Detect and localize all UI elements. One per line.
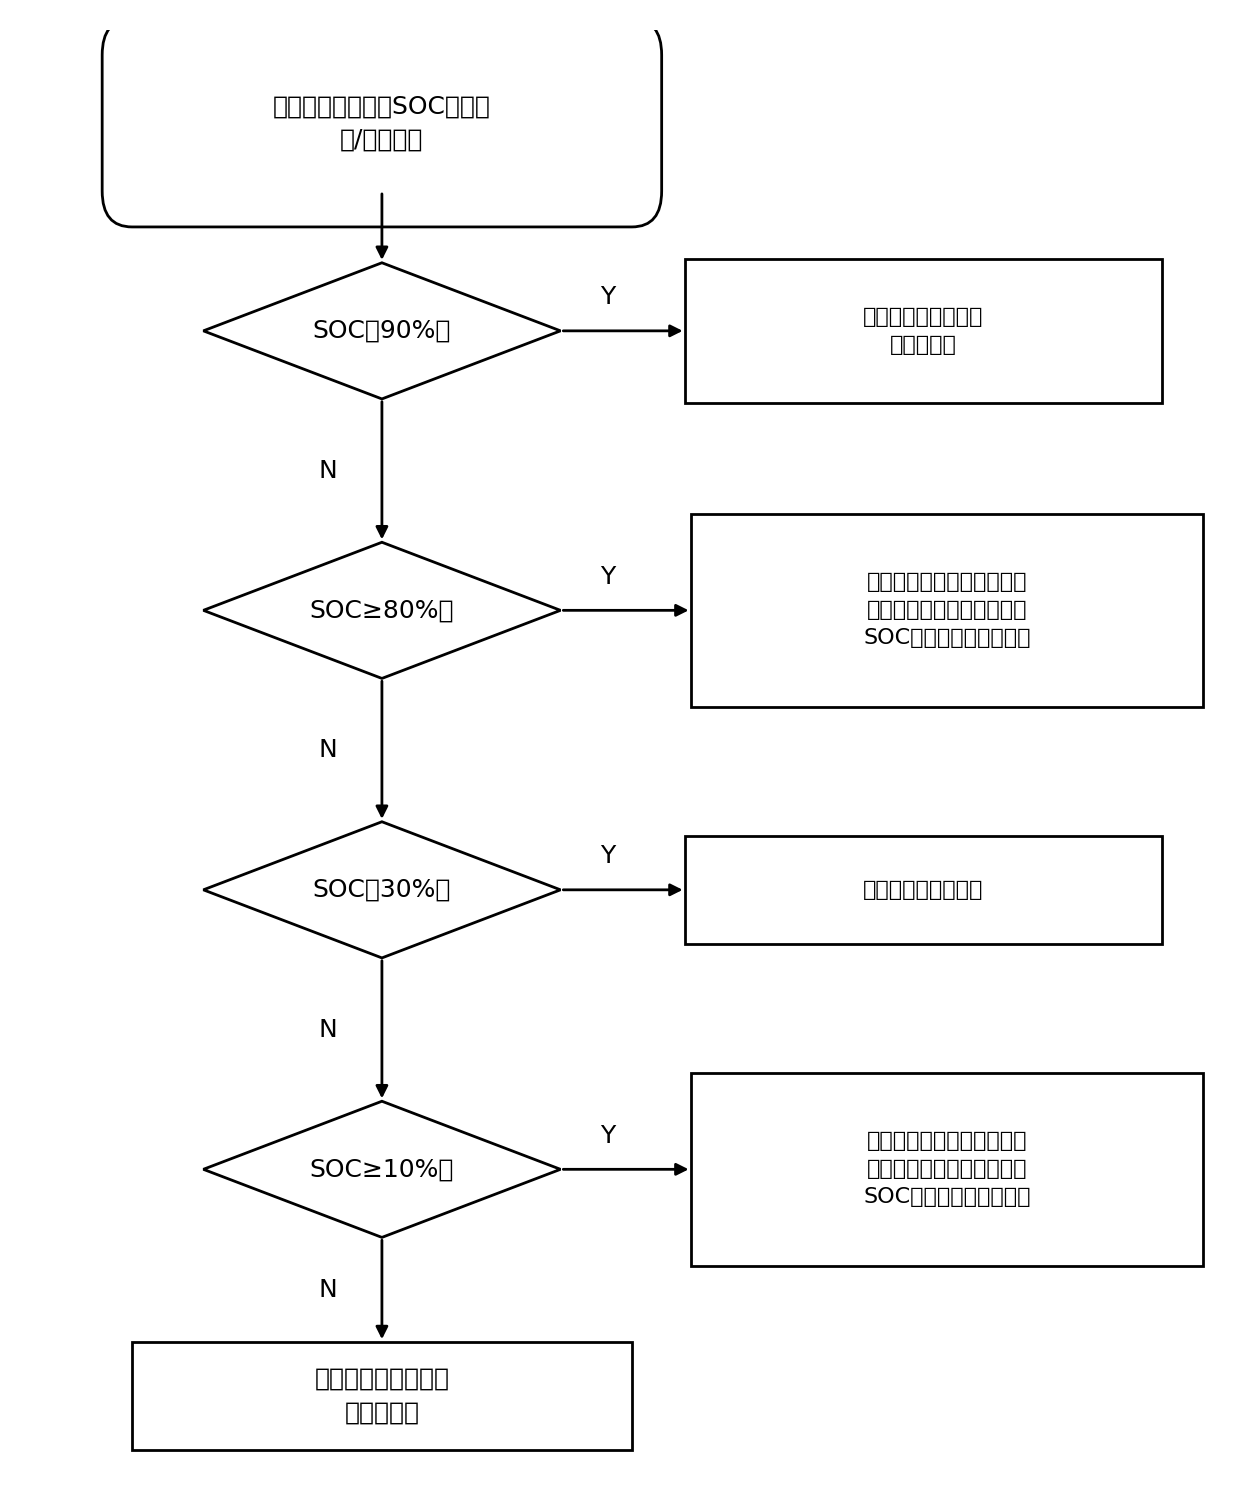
- Bar: [686, 836, 1162, 944]
- Text: N: N: [319, 458, 337, 482]
- Text: Y: Y: [600, 1124, 616, 1148]
- Bar: [692, 1072, 1203, 1266]
- Text: Y: Y: [600, 285, 616, 309]
- Polygon shape: [203, 263, 560, 399]
- Text: SOC≥80%？: SOC≥80%？: [310, 599, 454, 623]
- Text: 电子控制单元发出停
止充电指令: 电子控制单元发出停 止充电指令: [863, 308, 983, 355]
- Text: SOC＞30%？: SOC＞30%？: [312, 878, 451, 902]
- Bar: [686, 260, 1162, 403]
- Text: 电子控制单元根据SOC值控制
充/放电功率: 电子控制单元根据SOC值控制 充/放电功率: [273, 94, 491, 152]
- Text: Y: Y: [600, 564, 616, 588]
- Text: N: N: [319, 1278, 337, 1302]
- Text: N: N: [319, 1018, 337, 1042]
- FancyBboxPatch shape: [102, 19, 662, 227]
- Polygon shape: [203, 1102, 560, 1238]
- Text: SOC≥10%？: SOC≥10%？: [310, 1157, 454, 1181]
- Text: SOC＞90%？: SOC＞90%？: [312, 320, 451, 343]
- Bar: [692, 514, 1203, 708]
- Text: 电子控制单元发出停
止放电指令: 电子控制单元发出停 止放电指令: [315, 1368, 449, 1424]
- Bar: [131, 1342, 632, 1450]
- Text: Y: Y: [600, 845, 616, 869]
- Text: 电子控制单元不动作: 电子控制单元不动作: [863, 879, 983, 900]
- Text: 电子控制单元发出限制放电
功率指令，使放电功率随着
SOC值的减小而线性减小: 电子控制单元发出限制放电 功率指令，使放电功率随着 SOC值的减小而线性减小: [863, 1132, 1032, 1208]
- Text: N: N: [319, 738, 337, 761]
- Polygon shape: [203, 542, 560, 678]
- Polygon shape: [203, 821, 560, 959]
- Text: 电子控制单元发出限制充电
功率指令，使充电功率随着
SOC值的增大而线性减小: 电子控制单元发出限制充电 功率指令，使充电功率随着 SOC值的增大而线性减小: [863, 572, 1032, 648]
